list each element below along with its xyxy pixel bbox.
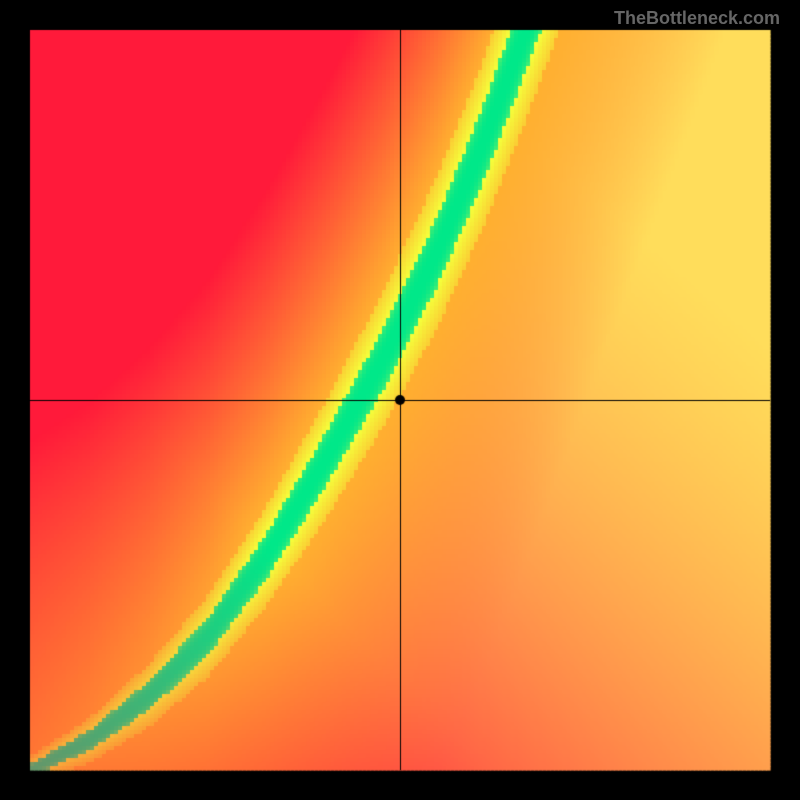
watermark-text: TheBottleneck.com [614,8,780,29]
chart-container: TheBottleneck.com [0,0,800,800]
heatmap-canvas [0,0,800,800]
